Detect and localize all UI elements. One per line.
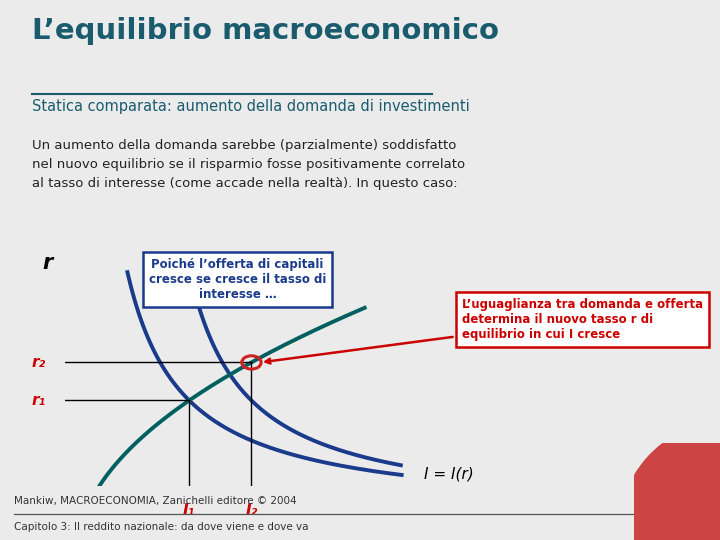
Text: Mankiw, MACROECONOMIA, Zanichelli editore © 2004: Mankiw, MACROECONOMIA, Zanichelli editor… [14, 496, 297, 506]
Text: 52: 52 [683, 521, 698, 534]
Text: I₂: I₂ [246, 503, 258, 518]
Wedge shape [616, 423, 720, 540]
Text: Un aumento della domanda sarebbe (parzialmente) soddisfatto
nel nuovo equilibrio: Un aumento della domanda sarebbe (parzia… [32, 139, 466, 190]
Text: I₁: I₁ [183, 503, 195, 518]
Text: L’uguaglianza tra domanda e offerta
determina il nuovo tasso r di
equilibrio in : L’uguaglianza tra domanda e offerta dete… [266, 298, 703, 363]
Text: r₁: r₁ [32, 393, 46, 408]
Text: Poiché l’offerta di capitali
cresce se cresce il tasso di
interesse …: Poiché l’offerta di capitali cresce se c… [149, 258, 326, 301]
Text: I = I(r): I = I(r) [424, 467, 474, 482]
Text: Capitolo 3: Il reddito nazionale: da dove viene e dove va: Capitolo 3: Il reddito nazionale: da dov… [14, 522, 309, 532]
Text: r: r [42, 253, 53, 273]
Text: L’equilibrio macroeconomico: L’equilibrio macroeconomico [32, 17, 500, 45]
Text: r₂: r₂ [32, 355, 46, 370]
Text: Statica comparata: aumento della domanda di investimenti: Statica comparata: aumento della domanda… [32, 99, 470, 114]
